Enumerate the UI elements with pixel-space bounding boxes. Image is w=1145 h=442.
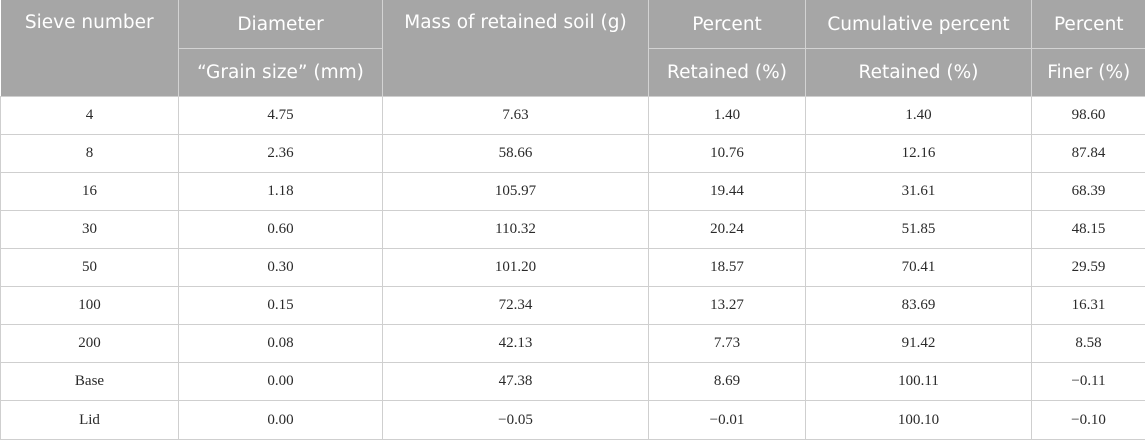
header-finer-pct: Finer (%) <box>1031 48 1145 97</box>
cell-percent-finer: −0.10 <box>1031 400 1145 440</box>
cell-percent-finer: 68.39 <box>1031 172 1145 211</box>
cell-mass-retained: 105.97 <box>382 172 649 211</box>
table-row: 200 0.08 42.13 7.73 91.42 8.58 <box>0 324 1145 363</box>
header-retained-pct: Retained (%) <box>648 48 806 97</box>
cell-mass-retained: 7.63 <box>382 96 649 135</box>
header-cumulative-percent: Cumulative percent <box>805 0 1032 49</box>
cell-mass-retained: 72.34 <box>382 286 649 325</box>
cell-percent-finer: −0.11 <box>1031 362 1145 401</box>
cell-sieve-number: 100 <box>0 286 179 325</box>
cell-diameter: 0.15 <box>178 286 383 325</box>
table-body: 4 4.75 7.63 1.40 1.40 98.60 8 2.36 58.66 10.76 12.… <box>0 96 1145 440</box>
cell-percent-retained: −0.01 <box>648 400 806 440</box>
header-mass-retained: Mass of retained soil (g) <box>382 0 649 97</box>
header-cumulative-retained-pct: Retained (%) <box>805 48 1032 97</box>
cell-diameter: 2.36 <box>178 134 383 173</box>
cell-sieve-number: Base <box>0 362 179 401</box>
header-percent-finer: Percent <box>1031 0 1145 49</box>
cell-percent-retained: 1.40 <box>648 96 806 135</box>
cell-diameter: 0.00 <box>178 400 383 440</box>
cell-cumulative-retained: 51.85 <box>805 210 1032 249</box>
table-row: 16 1.18 105.97 19.44 31.61 68.39 <box>0 172 1145 211</box>
cell-cumulative-retained: 12.16 <box>805 134 1032 173</box>
cell-diameter: 0.30 <box>178 248 383 287</box>
table-row: 100 0.15 72.34 13.27 83.69 16.31 <box>0 286 1145 325</box>
cell-sieve-number: 8 <box>0 134 179 173</box>
cell-mass-retained: 47.38 <box>382 362 649 401</box>
cell-diameter: 1.18 <box>178 172 383 211</box>
cell-sieve-number: 4 <box>0 96 179 135</box>
cell-mass-retained: 58.66 <box>382 134 649 173</box>
table-row: 8 2.36 58.66 10.76 12.16 87.84 <box>0 134 1145 173</box>
cell-percent-retained: 8.69 <box>648 362 806 401</box>
cell-diameter: 0.00 <box>178 362 383 401</box>
cell-mass-retained: −0.05 <box>382 400 649 440</box>
cell-cumulative-retained: 1.40 <box>805 96 1032 135</box>
cell-percent-retained: 18.57 <box>648 248 806 287</box>
header-diameter: Diameter <box>178 0 383 49</box>
table-row: Lid 0.00 −0.05 −0.01 100.10 −0.10 <box>0 400 1145 440</box>
cell-diameter: 4.75 <box>178 96 383 135</box>
cell-percent-retained: 20.24 <box>648 210 806 249</box>
table-row: Base 0.00 47.38 8.69 100.11 −0.11 <box>0 362 1145 401</box>
cell-diameter: 0.60 <box>178 210 383 249</box>
cell-cumulative-retained: 100.11 <box>805 362 1032 401</box>
cell-sieve-number: 30 <box>0 210 179 249</box>
cell-mass-retained: 101.20 <box>382 248 649 287</box>
table-row: 30 0.60 110.32 20.24 51.85 48.15 <box>0 210 1145 249</box>
cell-percent-finer: 87.84 <box>1031 134 1145 173</box>
cell-diameter: 0.08 <box>178 324 383 363</box>
cell-percent-finer: 8.58 <box>1031 324 1145 363</box>
cell-cumulative-retained: 31.61 <box>805 172 1032 211</box>
table-row: 50 0.30 101.20 18.57 70.41 29.59 <box>0 248 1145 287</box>
cell-cumulative-retained: 70.41 <box>805 248 1032 287</box>
cell-percent-finer: 29.59 <box>1031 248 1145 287</box>
cell-cumulative-retained: 91.42 <box>805 324 1032 363</box>
header-sieve-number: Sieve number <box>0 0 179 97</box>
cell-cumulative-retained: 100.10 <box>805 400 1032 440</box>
cell-mass-retained: 110.32 <box>382 210 649 249</box>
table-header: Sieve number Diameter Mass of retained s… <box>0 0 1145 97</box>
cell-percent-finer: 48.15 <box>1031 210 1145 249</box>
table-row: 4 4.75 7.63 1.40 1.40 98.60 <box>0 96 1145 135</box>
cell-percent-retained: 7.73 <box>648 324 806 363</box>
header-row-2: “Grain size” (mm) Retained (%) Retained … <box>1 48 1145 97</box>
cell-mass-retained: 42.13 <box>382 324 649 363</box>
header-row-1: Sieve number Diameter Mass of retained s… <box>0 0 1145 97</box>
cell-sieve-number: 200 <box>0 324 179 363</box>
cell-cumulative-retained: 83.69 <box>805 286 1032 325</box>
cell-sieve-number: 50 <box>0 248 179 287</box>
header-percent: Percent <box>648 0 806 49</box>
cell-percent-finer: 98.60 <box>1031 96 1145 135</box>
cell-percent-retained: 10.76 <box>648 134 806 173</box>
cell-percent-retained: 19.44 <box>648 172 806 211</box>
cell-sieve-number: 16 <box>0 172 179 211</box>
cell-percent-retained: 13.27 <box>648 286 806 325</box>
header-grain-size: “Grain size” (mm) <box>178 48 383 97</box>
cell-sieve-number: Lid <box>0 400 179 440</box>
cell-percent-finer: 16.31 <box>1031 286 1145 325</box>
